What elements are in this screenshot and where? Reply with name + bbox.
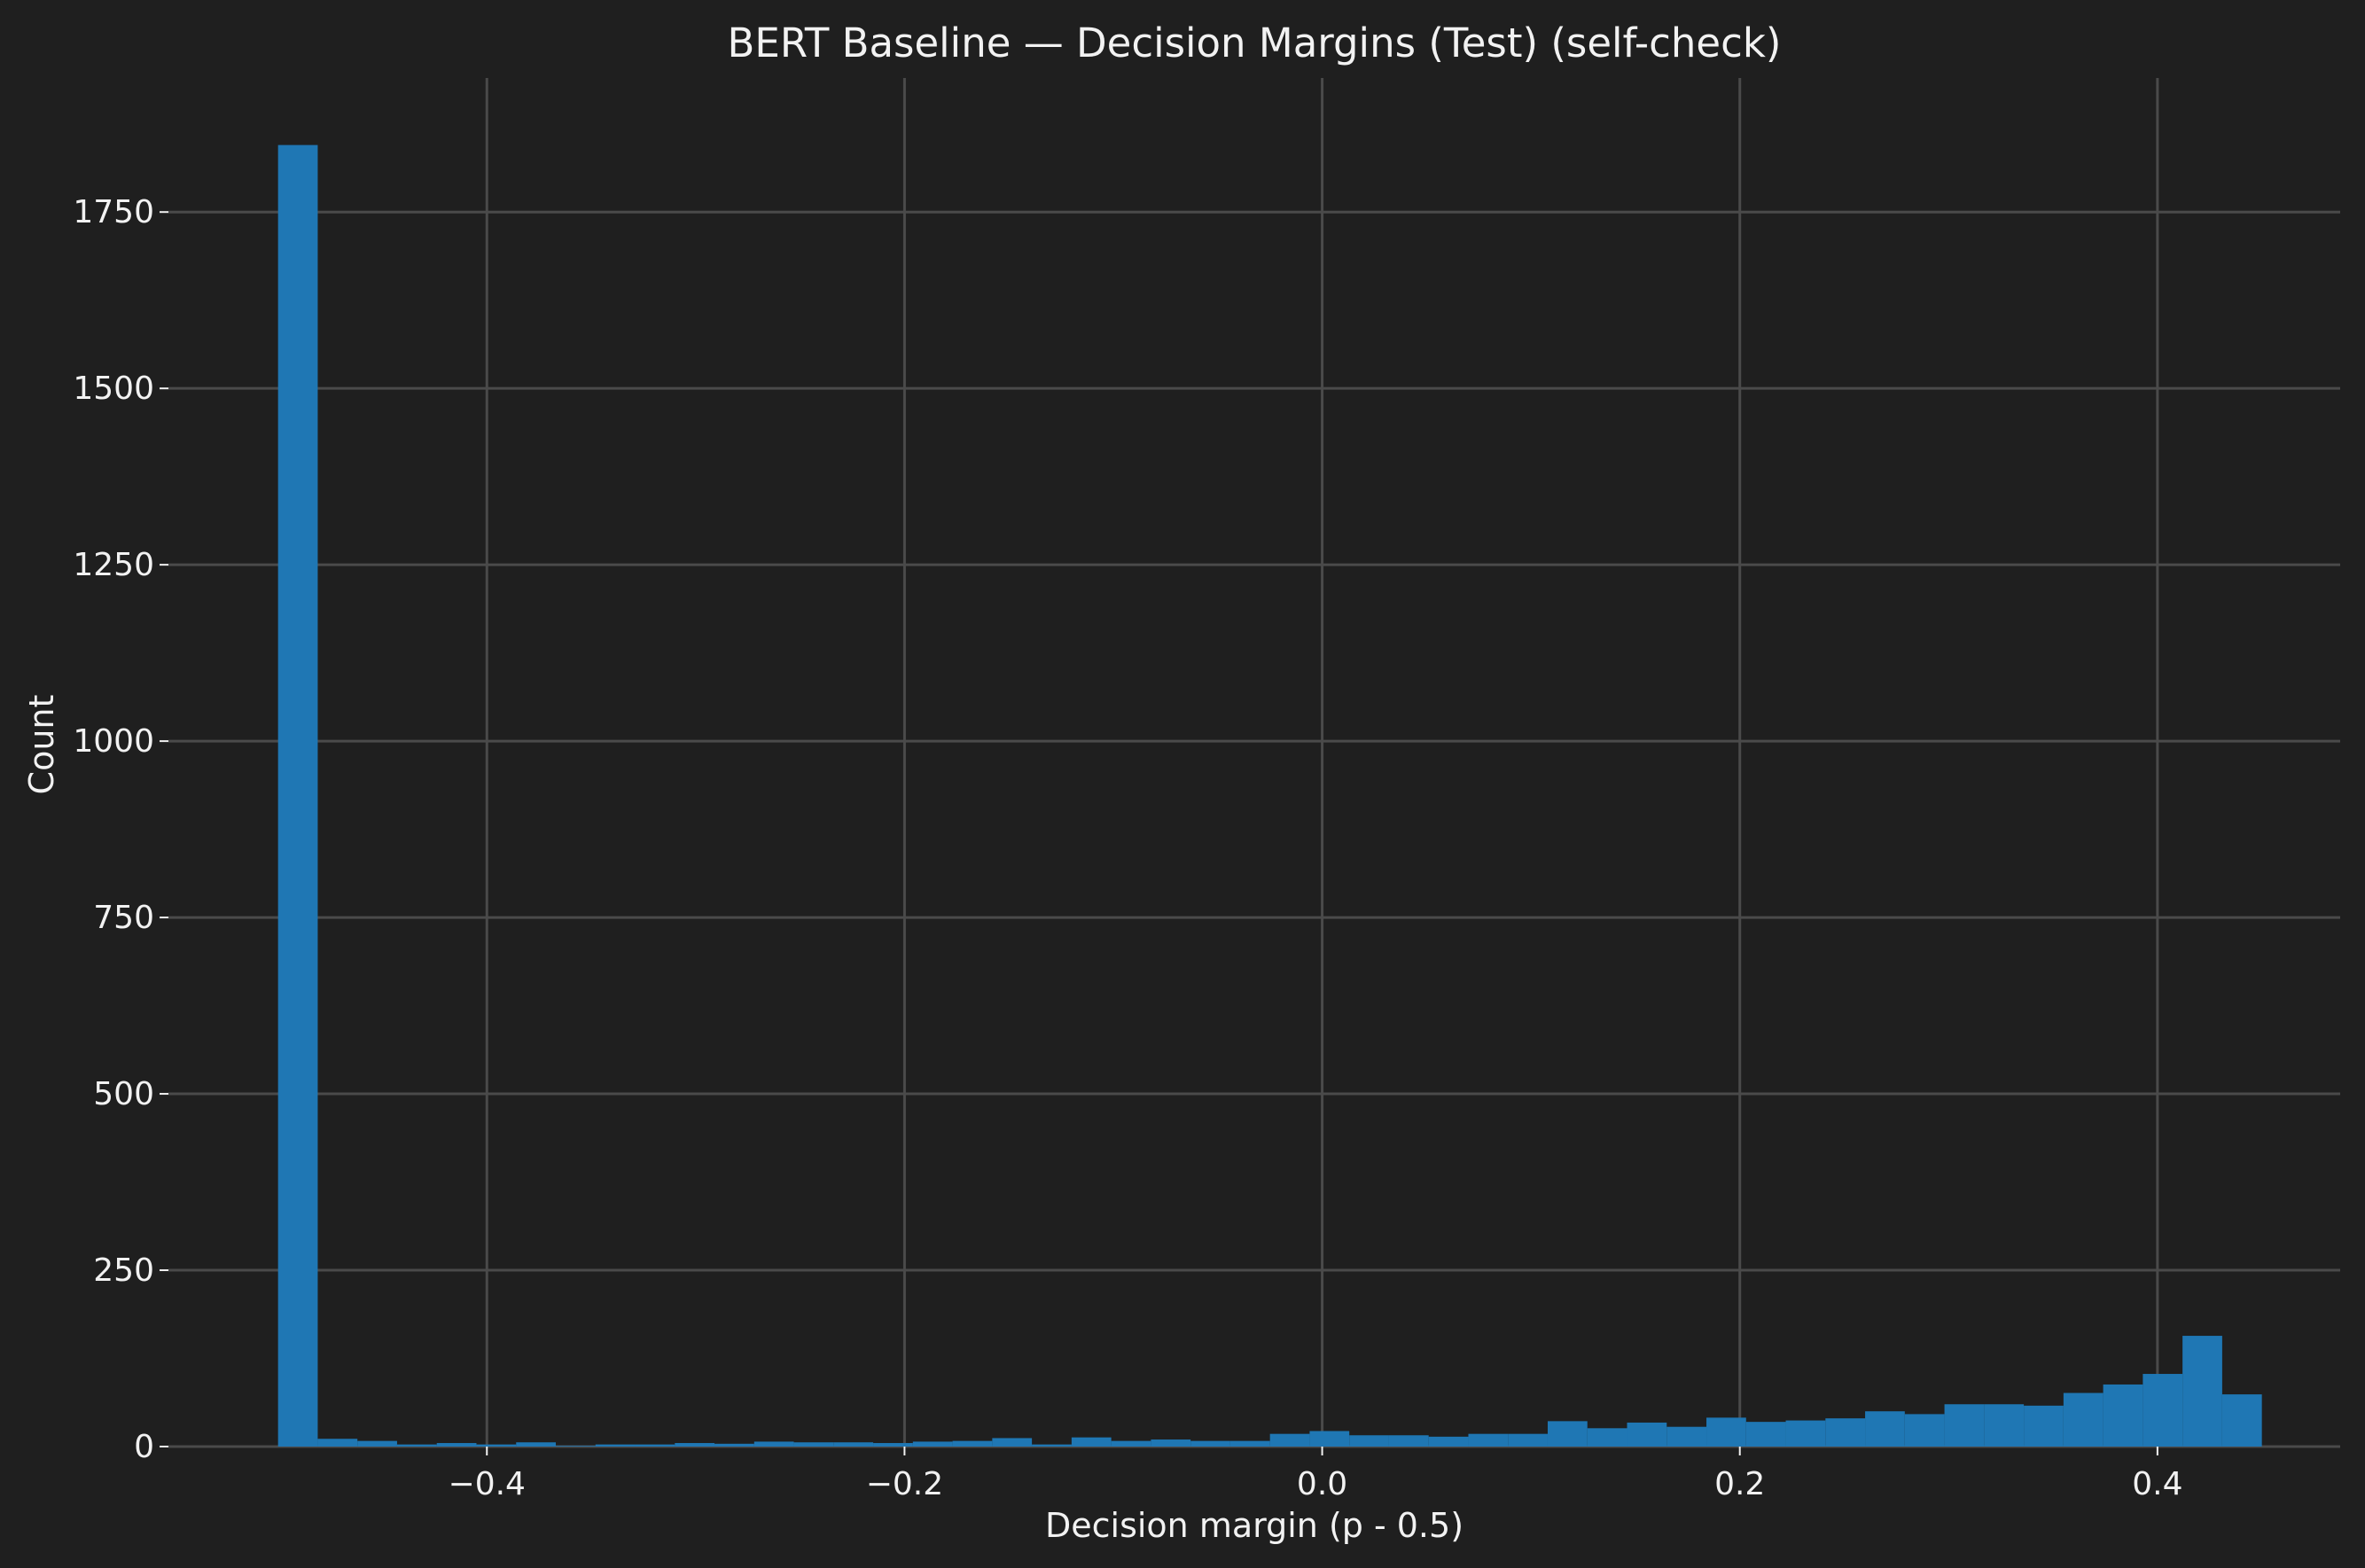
histogram-bar [1825,1418,1866,1447]
y-tick-label: 0 [134,1429,154,1465]
histogram-bar [873,1443,913,1447]
histogram-bar [1269,1433,1310,1447]
y-tick-label: 1250 [73,547,154,583]
histogram-bar [1190,1440,1230,1447]
histogram-bar [1547,1421,1588,1447]
histogram-bar [1468,1433,1509,1447]
histogram-bar [1745,1422,1786,1447]
histogram-bar [1229,1440,1270,1447]
grid-layer [168,78,2340,1448]
bar-layer [277,144,2262,1447]
histogram-bar [357,1440,397,1447]
histogram-bar [595,1444,636,1447]
histogram-bar [396,1444,437,1447]
histogram-bar [1944,1404,1985,1447]
x-tick-label: 0.0 [1297,1466,1347,1502]
histogram-bar [793,1442,834,1447]
histogram-bar [2221,1394,2262,1447]
histogram-bar [833,1442,874,1447]
histogram-bar [1349,1435,1389,1447]
histogram-bar [317,1439,358,1447]
histogram-bar [1151,1439,1191,1447]
x-tick-label: 0.2 [1714,1466,1765,1502]
histogram-bar [992,1438,1033,1447]
tick-layer: 0 250 500 750 1000 1250 1500 1750 −0.4 −0.2 0.0 0.2… [73,194,2182,1502]
histogram-bar [1627,1422,1667,1447]
histogram-bar [1865,1411,1905,1447]
histogram-bar [714,1443,754,1447]
histogram-bar [2143,1374,2183,1447]
chart-title: BERT Baseline — Decision Margins (Test) … [728,20,1782,66]
histogram-bar [1984,1404,2025,1447]
x-axis-label: Decision margin (p - 0.5) [1045,1506,1463,1545]
histogram-bar [1032,1444,1072,1447]
histogram-bar [476,1444,517,1447]
y-tick-label: 500 [93,1076,154,1112]
histogram-bar [2182,1336,2222,1447]
histogram-bar [753,1441,794,1447]
histogram-bar [1904,1414,1945,1447]
histogram-bar [952,1440,993,1447]
x-tick-label: −0.2 [866,1466,943,1502]
histogram-bar [1309,1431,1350,1447]
y-tick-label: 1750 [73,194,154,230]
y-axis-label: Count [22,695,61,795]
histogram-bar [675,1443,715,1447]
histogram-bar [436,1443,477,1447]
histogram-bar [277,144,318,1447]
histogram-bar [555,1446,596,1447]
histogram-bar [912,1441,953,1447]
histogram-bar [1706,1417,1746,1447]
y-tick-label: 1000 [73,723,154,760]
histogram-bar [1071,1437,1112,1447]
histogram-bar [516,1442,556,1447]
histogram-bar [2063,1392,2104,1447]
y-tick-label: 250 [93,1252,154,1289]
histogram-bar [1587,1428,1627,1447]
histogram-bar [635,1444,675,1447]
y-tick-label: 1500 [73,371,154,407]
histogram-bar [1508,1433,1548,1447]
x-tick-label: 0.4 [2132,1466,2182,1502]
x-tick-label: −0.4 [449,1466,526,1502]
histogram-bar [2024,1405,2064,1447]
histogram-bar [1111,1440,1151,1447]
histogram-bar [1388,1435,1429,1447]
histogram-bar [1785,1420,1826,1447]
y-tick-label: 750 [93,900,154,936]
histogram-bar [1428,1436,1469,1447]
histogram-bar [1666,1426,1707,1447]
histogram-bar [2103,1384,2143,1447]
